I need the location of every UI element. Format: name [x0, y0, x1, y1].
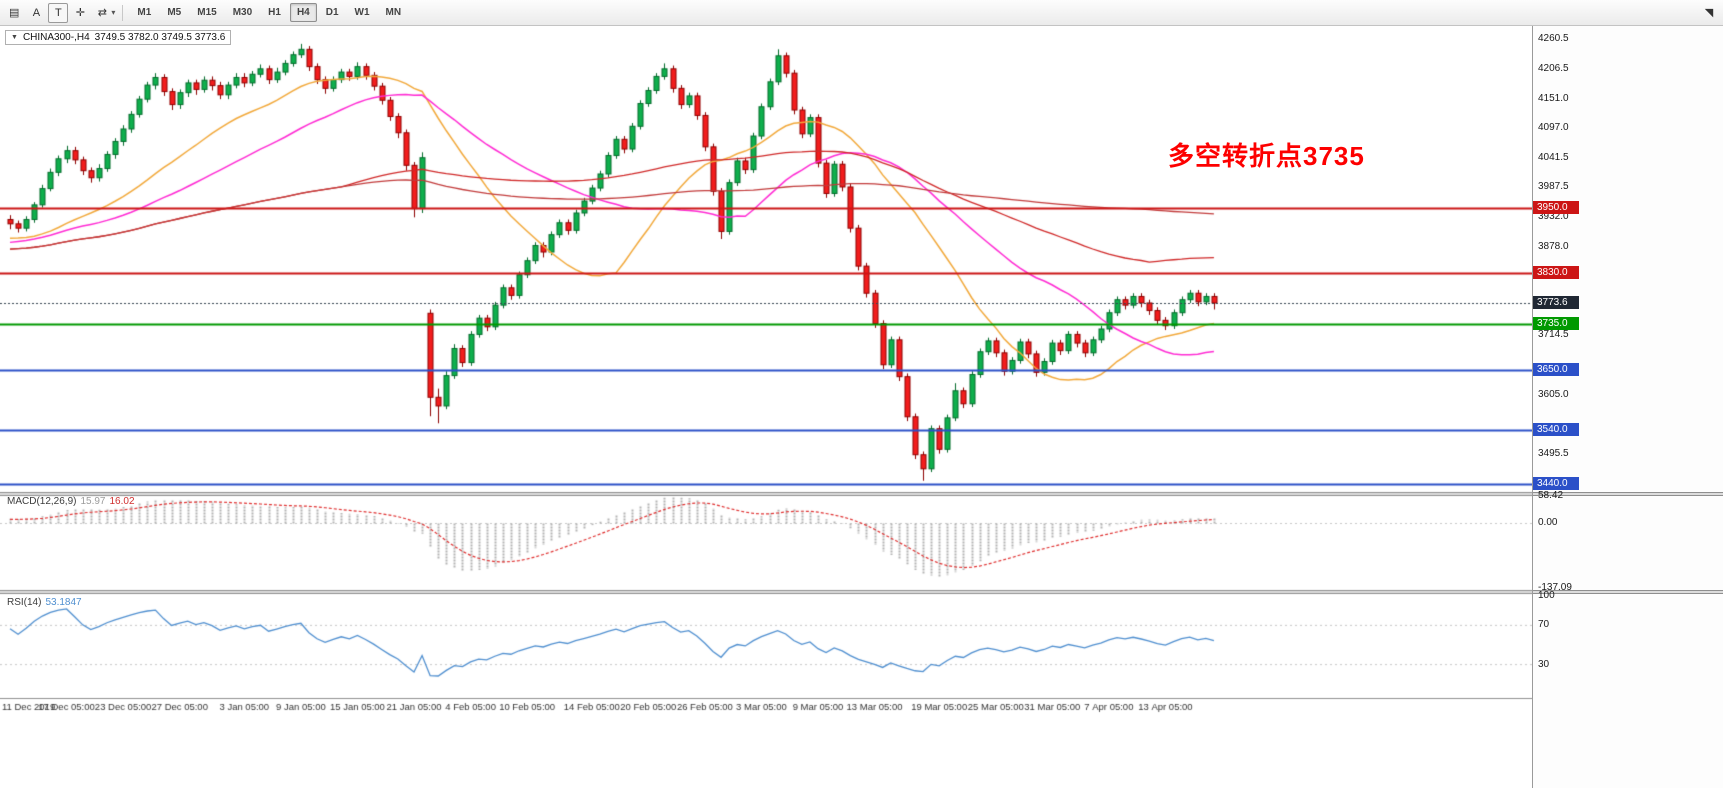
price-level-badge: 3830.0	[1533, 265, 1579, 279]
price-axis: 4260.5 4206.5 4151.0 4097.0 4041.5 3987.5 3932…	[1532, 26, 1723, 788]
timeframe-h4-button[interactable]: H4	[289, 3, 317, 22]
annotate-a-button[interactable]: A	[32, 6, 41, 19]
cursor-tools-icon[interactable]: ⇄	[97, 7, 108, 19]
chart-annotation-text[interactable]: 多空转折点3735	[1168, 141, 1365, 171]
tools-dropdown-caret-icon[interactable]: ▾	[111, 8, 116, 17]
price-level-badge: 3950.0	[1533, 200, 1579, 214]
price-level-badge: 3773.6	[1533, 296, 1579, 310]
price-chart-canvas[interactable]	[0, 26, 1532, 713]
rsi-name: RSI(14)	[7, 597, 42, 608]
price-tick-label: 3714.5	[1538, 329, 1569, 341]
macd-axis-label: -137.09	[1538, 582, 1572, 593]
price-tick-label: 3987.5	[1538, 181, 1569, 193]
rsi-indicator-label: RSI(14) 53.1847	[7, 597, 82, 608]
chart-list-icon[interactable]: ▤	[9, 7, 20, 19]
price-tick-label: 4097.0	[1538, 121, 1569, 133]
price-tick-label: 4206.5	[1538, 62, 1569, 74]
chart-shift-icon[interactable]: ◥	[1704, 7, 1714, 19]
toolbar: ▤ A T ✛ ⇄ ▾ M1 M5 M15 M30 H1 H4 D1 W1 MN…	[0, 0, 1723, 26]
rsi-axis-label: 30	[1538, 658, 1550, 670]
panel-separator[interactable]	[1533, 590, 1723, 594]
timeframe-m1-button[interactable]: M1	[137, 7, 152, 18]
price-tick-label: 4041.5	[1538, 151, 1569, 163]
price-tick-label: 4151.0	[1538, 92, 1569, 104]
chart-ohlc-values: 3749.5 3782.0 3749.5 3773.6	[94, 32, 226, 43]
rsi-axis-label: 100	[1538, 590, 1555, 601]
price-tick-label: 3878.0	[1538, 240, 1569, 252]
price-tick-label: 4260.5	[1538, 33, 1569, 45]
timeframe-m5-button[interactable]: M5	[167, 7, 182, 18]
price-level-badge: 3735.0	[1533, 317, 1579, 331]
timeframe-w1-button[interactable]: W1	[354, 7, 370, 18]
macd-main-value: 15.97	[80, 496, 106, 507]
toolbar-separator	[122, 4, 124, 21]
macd-signal-value: 16.02	[109, 496, 135, 507]
price-tick-label: 3495.5	[1538, 447, 1569, 459]
chart-panel: ▼ CHINA300-,H4 3749.5 3782.0 3749.5 3773…	[0, 26, 1532, 713]
rsi-value: 53.1847	[45, 597, 82, 608]
price-level-badge: 3540.0	[1533, 422, 1579, 436]
price-level-badge: 3440.0	[1533, 477, 1579, 490]
macd-indicator-label: MACD(12,26,9) 15.97 16.02	[7, 496, 135, 507]
chart-symbol-timeframe: CHINA300-,H4	[22, 32, 90, 43]
macd-axis-label: 0.00	[1538, 517, 1558, 529]
panel-separator[interactable]	[1533, 492, 1723, 496]
price-tick-label: 3932.0	[1538, 211, 1569, 223]
timeframe-d1-button[interactable]: D1	[325, 7, 339, 18]
price-tick-label: 3605.0	[1538, 388, 1569, 400]
price-level-badge: 3650.0	[1533, 363, 1579, 377]
macd-name: MACD(12,26,9)	[7, 496, 77, 507]
timeframe-h1-button[interactable]: H1	[268, 7, 281, 18]
crosshair-tool-icon[interactable]: ✛	[75, 7, 86, 19]
timeframe-m15-button[interactable]: M15	[197, 7, 217, 18]
macd-axis-label: 58.42	[1538, 490, 1564, 501]
timeframe-m30-button[interactable]: M30	[232, 7, 253, 18]
text-tool-button[interactable]: T	[48, 2, 69, 23]
rsi-axis-label: 70	[1538, 619, 1550, 631]
chart-title-box: ▼ CHINA300-,H4 3749.5 3782.0 3749.5 3773…	[5, 30, 232, 45]
symbol-dropdown-caret-icon[interactable]: ▼	[11, 34, 18, 41]
timeframe-mn-button[interactable]: MN	[385, 7, 402, 18]
